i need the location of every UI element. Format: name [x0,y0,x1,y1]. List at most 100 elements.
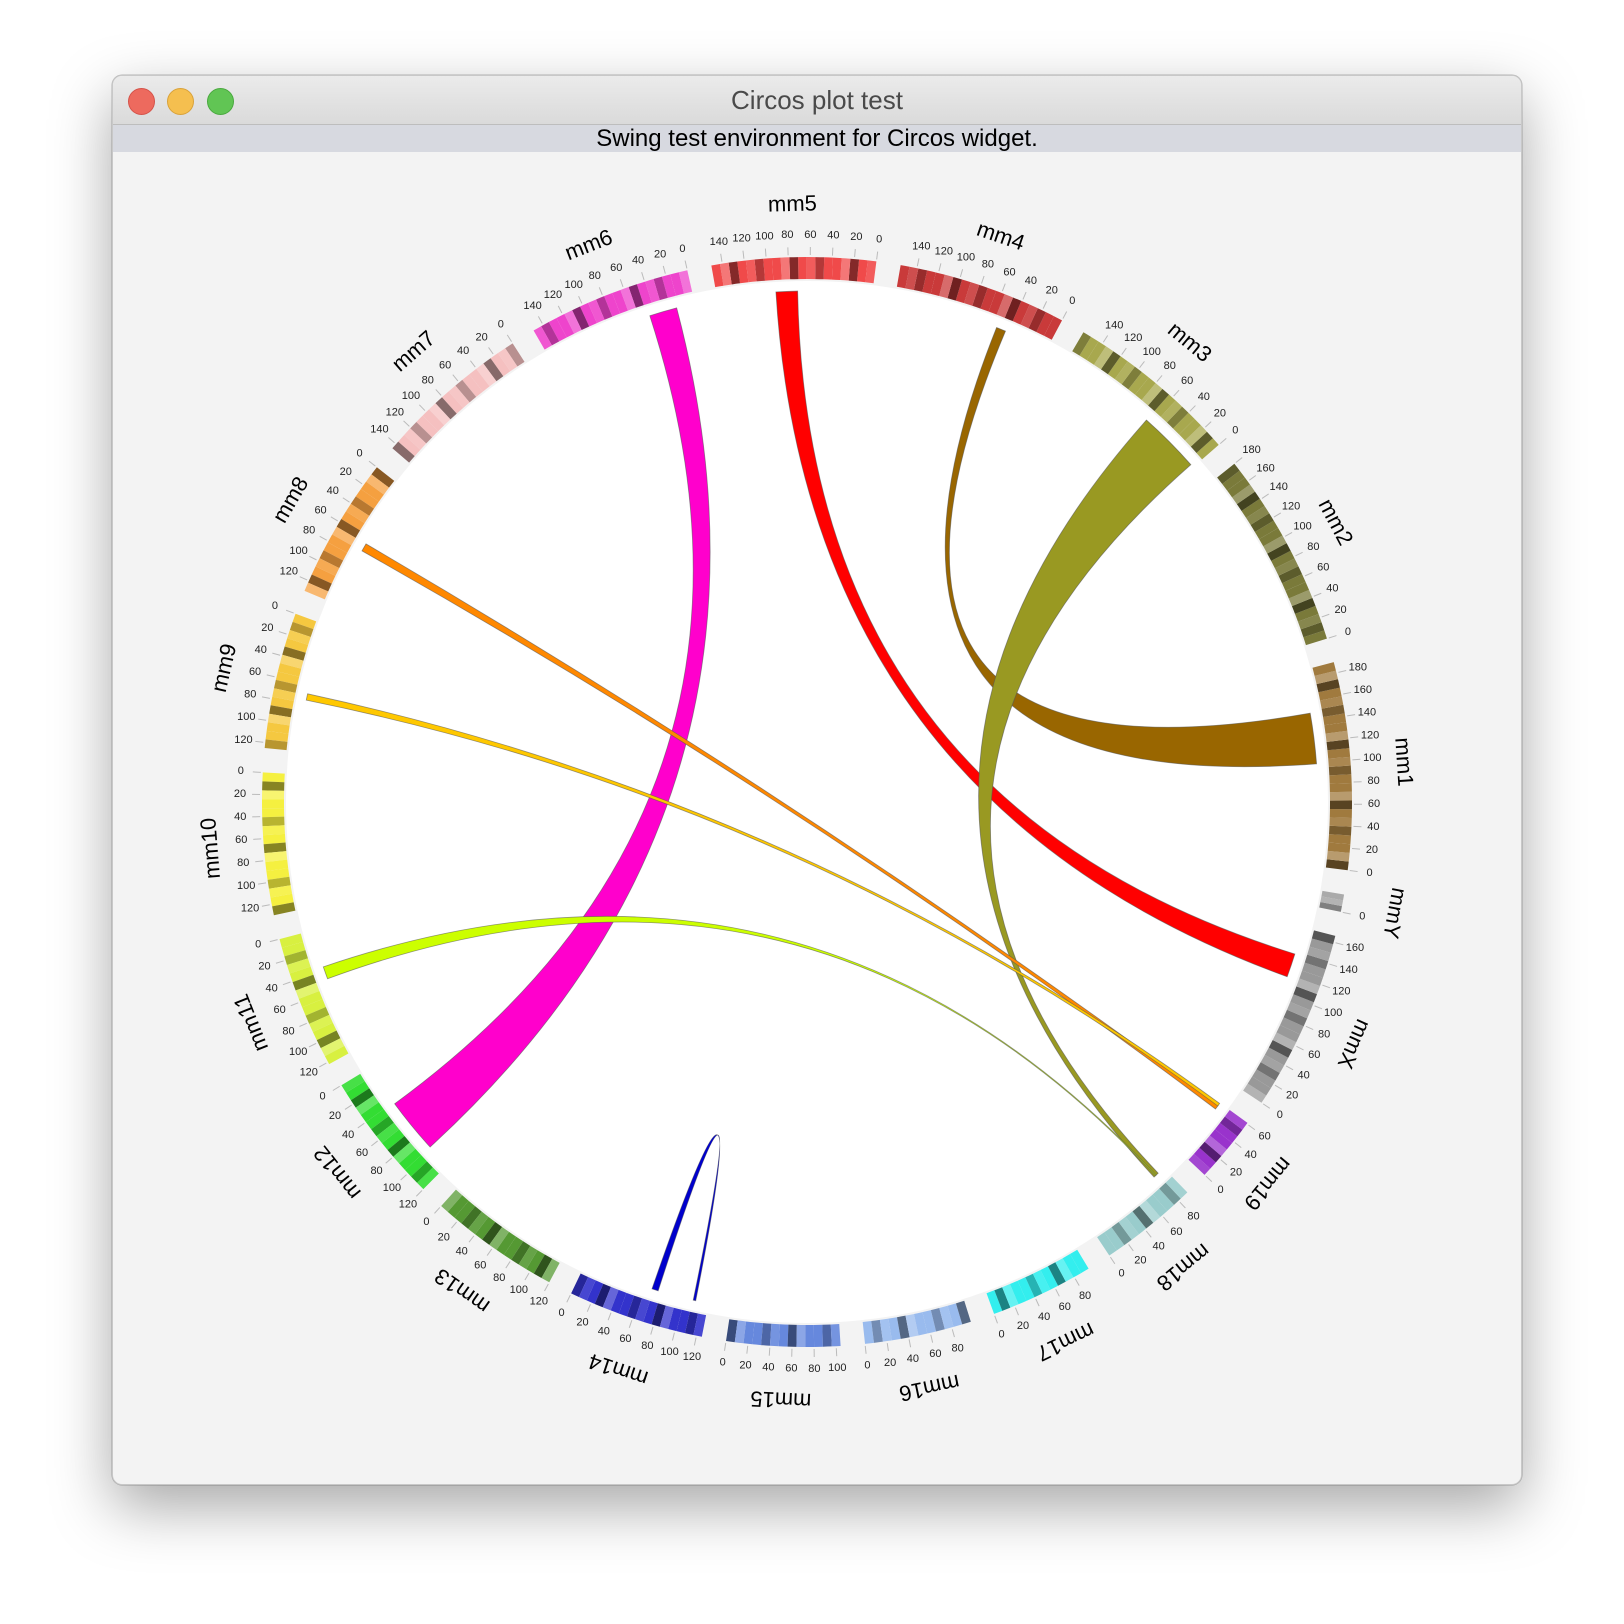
tick-label: 0 [498,319,504,331]
tick-label: 60 [1003,266,1015,278]
tick-label: 100 [289,545,307,557]
tick-mark [282,981,291,986]
band [270,893,294,907]
tick-label: 140 [1105,319,1123,331]
band [939,1305,954,1330]
tick-label: 80 [589,270,601,282]
band [448,385,470,408]
tick-label: 100 [237,880,255,892]
tick-mark [266,674,275,678]
tick-label: 60 [1170,1226,1182,1238]
title-bar[interactable]: Circos plot test [113,76,1521,125]
tick-label: 120 [300,1067,318,1079]
tick-label: 140 [370,424,388,436]
ideogram-layer: 020406080100120140160180mm10204060801001… [195,190,1418,1414]
tick-label: 120 [280,566,298,578]
band [1159,1182,1181,1205]
band [1314,670,1338,685]
subtitle-label: Swing test environment for Circos widget… [113,125,1521,152]
tick-label: 140 [1358,707,1376,719]
band [404,428,427,450]
band [1320,896,1344,907]
band [588,299,605,324]
tick-label: 20 [1017,1320,1029,1332]
tick-label: 20 [438,1231,450,1243]
link-mm4-mm1[interactable] [944,326,1318,768]
chromosome-mm9[interactable]: 0 20 40 60 80 100 120 mm9 [206,600,317,751]
band [1224,1109,1248,1130]
band [1032,1270,1051,1294]
band [628,284,644,308]
tick-label: 20 [1134,1255,1146,1267]
tick-mark [1335,942,1344,946]
tick-mark [278,631,287,635]
link-mm9-mm19[interactable] [305,693,1221,1107]
chromosome-mm10[interactable]: 0 20 40 60 80 100 120 mm10 [195,765,296,916]
tick-mark [1328,635,1337,639]
tick-mark [684,260,688,269]
band [972,284,988,309]
band [1196,438,1219,460]
link-mm11-mm18[interactable] [322,915,1157,1177]
tick-mark [671,1332,675,1341]
chromosome-mm14[interactable]: 0 20 40 60 80 100 120 mm14 [559,1273,707,1392]
band [284,950,308,966]
tick-mark [309,555,317,561]
tick-mark [1343,691,1352,695]
band [653,276,668,301]
chromosome-mm15[interactable]: 0 20 40 60 80 100 mm15 [720,1319,847,1414]
link-mm14-mm14[interactable] [651,1134,721,1302]
tick-label: 80 [244,689,256,701]
band [548,317,567,342]
band [1276,1024,1300,1043]
close-button[interactable] [128,88,155,115]
tick-mark [285,609,294,614]
band [1329,800,1352,810]
tick-label: 40 [762,1362,774,1374]
band [1288,589,1313,607]
tick-mark [403,420,410,427]
band [1286,1001,1311,1019]
tick-label: 160 [1354,684,1372,696]
band [1293,986,1318,1003]
chromosome-mm4[interactable]: 0 20 40 60 80 100 120 140 mm4 [896,216,1076,340]
tick-mark [1274,1084,1283,1090]
band [726,1319,738,1343]
band [896,265,910,289]
chromosome-mmY[interactable]: 0 mmY [1319,886,1412,941]
band [939,274,954,299]
link-mm8-mm19[interactable] [361,543,1219,1110]
band [279,933,304,948]
band [462,374,483,397]
tick-mark [1249,475,1257,481]
maximize-button[interactable] [207,88,234,115]
tick-label: 120 [399,1199,417,1211]
band [399,1148,422,1170]
chromosome-label-mm19: mm19 [1239,1152,1297,1215]
minimize-button[interactable] [167,88,194,115]
tick-label: 80 [370,1165,382,1177]
chromosome-mm1[interactable]: 0 20 40 60 80 100 120 140 160 180 mm1 [1312,662,1418,879]
tick-label: 60 [249,666,261,678]
tick-label: 60 [474,1259,486,1271]
tick-mark [1205,421,1212,428]
band [1217,463,1240,484]
band [320,1038,345,1057]
band [346,1081,370,1101]
tick-mark [1329,963,1338,967]
tick-label: 60 [1258,1131,1270,1143]
chromosome-mm5[interactable]: 0 20 40 60 80 100 120 140 mm5 [710,190,883,288]
tick-mark [1179,1201,1186,1209]
link-mm5-mmX[interactable] [775,290,1296,978]
band [643,1300,658,1325]
band [986,1290,1003,1314]
tick-label: 60 [785,1363,797,1375]
link-mm6-mm12[interactable] [394,307,711,1148]
tick-mark [1128,1244,1134,1252]
band [1297,614,1322,630]
link-mm3-mm18[interactable] [978,419,1192,1178]
band [289,621,314,637]
